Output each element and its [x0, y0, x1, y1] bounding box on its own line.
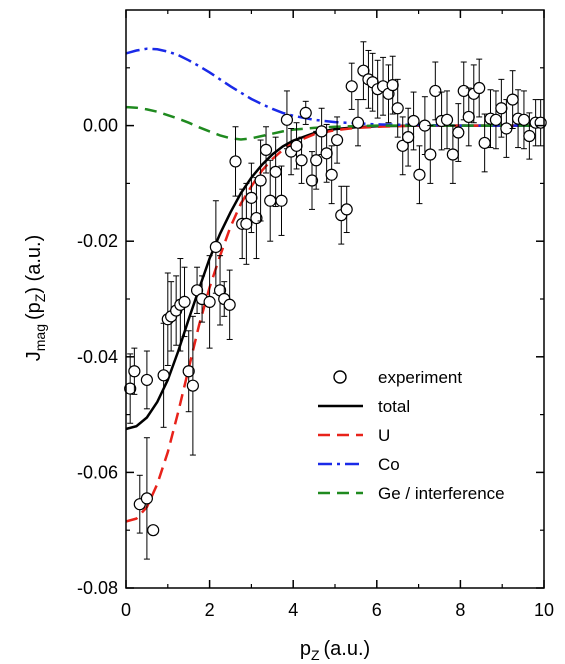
data-point — [124, 382, 137, 395]
y-axis-title-main: J — [23, 351, 45, 361]
data-point — [325, 168, 338, 181]
data-point — [446, 148, 459, 161]
data-point — [128, 365, 141, 378]
data-point — [240, 217, 253, 230]
series-line-co — [125, 47, 544, 127]
x-tick-label: 8 — [455, 600, 465, 620]
data-point — [424, 148, 437, 161]
data-point — [264, 194, 277, 207]
data-point — [140, 373, 153, 387]
data-point — [295, 154, 308, 167]
y-axis-title: Jmag (pZ) (a.u.) — [23, 235, 48, 362]
data-point — [280, 113, 294, 126]
data-point — [517, 113, 531, 126]
data-point — [290, 139, 303, 152]
data-point — [462, 110, 475, 124]
data-point — [473, 81, 486, 95]
data-point — [386, 79, 399, 92]
x-axis-title: pZ (a.u.) — [300, 638, 370, 663]
data-point — [402, 131, 415, 144]
ticks-layer: 0 2 4 6 8 10 -0.08 -0.06 -0.04 -0.02 0.00 — [77, 10, 554, 620]
legend: experiment total U Co Ge / interference — [318, 368, 505, 503]
data-point — [452, 126, 465, 139]
data-point — [413, 168, 426, 181]
data-point — [186, 379, 199, 392]
x-axis-title-unit: (a.u.) — [324, 638, 371, 660]
y-tick-label: -0.06 — [77, 462, 118, 482]
data-point — [147, 524, 160, 537]
x-tick-label: 2 — [205, 600, 215, 620]
series-line-u — [125, 124, 544, 523]
data-point — [489, 113, 503, 126]
data-point — [140, 492, 153, 505]
x-tick-label: 6 — [372, 600, 382, 620]
data-point — [315, 125, 328, 138]
legend-label: total — [378, 397, 410, 416]
x-axis-title-sub: Z — [311, 647, 320, 663]
legend-label: Ge / interference — [378, 484, 505, 503]
legend-marker-experiment — [333, 370, 347, 384]
data-point — [407, 114, 420, 128]
data-point — [245, 191, 258, 204]
data-point — [391, 102, 404, 115]
y-tick-label: -0.04 — [77, 347, 118, 367]
data-point — [429, 84, 442, 98]
data-point — [229, 155, 242, 168]
series-layer — [124, 41, 547, 560]
legend-label: U — [378, 426, 390, 445]
series-line-ge-interference — [125, 105, 544, 141]
data-point — [523, 129, 536, 143]
legend-label: experiment — [378, 368, 462, 387]
data-point — [330, 133, 344, 147]
y-axis-title-arg: (p — [23, 302, 45, 320]
data-point — [157, 369, 170, 382]
data-point — [209, 240, 222, 254]
data-point — [305, 174, 319, 187]
legend-label: Co — [378, 455, 400, 474]
data-point — [299, 106, 312, 119]
x-tick-label: 4 — [288, 600, 298, 620]
data-point — [203, 295, 216, 308]
data-point — [182, 365, 195, 378]
data-point — [351, 116, 365, 129]
data-point — [345, 80, 358, 93]
data-point — [320, 147, 333, 160]
data-point — [478, 136, 491, 150]
data-point — [495, 102, 508, 115]
data-point — [457, 84, 470, 98]
data-point — [259, 143, 273, 156]
y-axis-title-sub: mag — [32, 324, 48, 351]
data-point — [178, 295, 191, 308]
data-point — [340, 203, 353, 216]
data-point — [506, 93, 519, 106]
data-point — [269, 165, 282, 178]
x-axis-title-main: p — [300, 638, 311, 660]
x-tick-label: 10 — [534, 600, 554, 620]
data-point — [275, 194, 288, 207]
x-tick-label: 0 — [121, 600, 131, 620]
data-point — [223, 298, 236, 311]
data-point — [254, 174, 267, 187]
y-axis-title-unit: ) (a.u.) — [23, 235, 45, 294]
data-point — [440, 113, 454, 126]
data-point — [310, 154, 323, 167]
y-axis-title-arg-sub: Z — [32, 293, 48, 302]
y-tick-label: -0.02 — [77, 231, 118, 251]
y-tick-label: -0.08 — [77, 578, 118, 598]
y-tick-label: 0.00 — [83, 116, 118, 136]
